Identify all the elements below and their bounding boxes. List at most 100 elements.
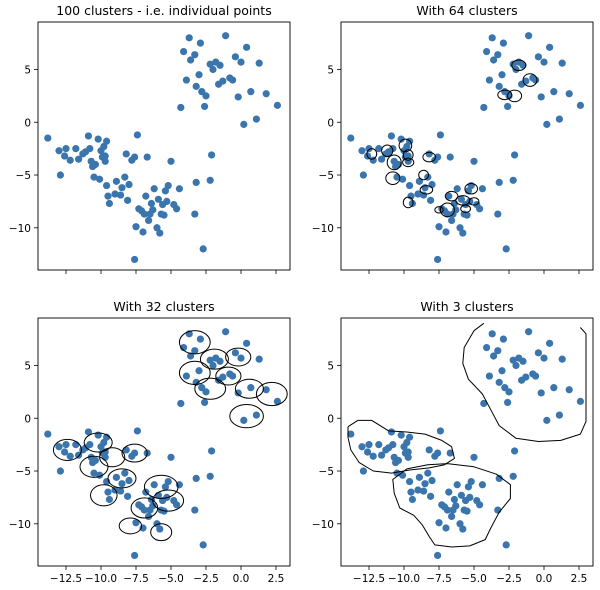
points-layer	[44, 328, 281, 560]
data-point	[446, 449, 454, 457]
data-point	[84, 428, 92, 436]
y-tick-label: −10	[312, 519, 334, 531]
cluster-ellipse	[455, 195, 471, 206]
data-point	[534, 53, 543, 61]
cluster-ellipse	[118, 517, 143, 535]
cluster-ellipse	[402, 196, 414, 209]
overlay-layer	[52, 330, 288, 542]
data-point	[404, 453, 412, 461]
axis-ticks: −10 −5 0 5	[9, 64, 277, 274]
data-point	[56, 171, 64, 179]
data-point	[504, 102, 512, 111]
data-point	[406, 181, 414, 190]
data-point	[394, 456, 402, 465]
data-point	[425, 150, 433, 158]
data-point	[558, 59, 566, 67]
data-point	[522, 373, 530, 381]
data-point	[191, 347, 199, 355]
data-point	[75, 155, 83, 163]
data-point	[231, 53, 239, 61]
data-point	[173, 205, 181, 213]
x-tick-label: −5.0	[158, 573, 184, 585]
data-point	[117, 487, 125, 495]
data-point	[365, 441, 373, 449]
data-point	[502, 245, 510, 253]
data-point	[427, 196, 435, 204]
y-tick-label: −5	[16, 466, 31, 478]
data-point	[84, 132, 92, 140]
data-point	[494, 210, 502, 218]
y-tick-label: 0	[327, 413, 334, 425]
data-point	[414, 486, 422, 494]
subplot-title: With 32 clusters	[113, 299, 214, 314]
data-point	[243, 43, 251, 51]
data-point	[359, 171, 367, 179]
data-point	[436, 427, 444, 435]
cluster-ellipse	[52, 438, 82, 461]
data-point	[358, 147, 366, 155]
x-tick-label: 2.5	[571, 573, 588, 585]
data-point	[118, 480, 126, 488]
data-point	[510, 151, 519, 159]
data-point	[173, 501, 181, 509]
data-point	[96, 175, 104, 183]
data-point	[415, 177, 423, 185]
cluster-ellipse	[381, 144, 394, 158]
data-point	[133, 427, 141, 435]
data-point	[112, 177, 120, 185]
data-point	[436, 131, 444, 139]
data-point	[495, 178, 503, 187]
data-point	[234, 389, 242, 397]
data-point	[478, 185, 486, 193]
data-point	[208, 447, 216, 455]
cluster-ellipse	[522, 73, 538, 87]
data-point	[509, 176, 517, 184]
data-point	[206, 176, 214, 184]
data-point	[202, 388, 210, 396]
data-point	[206, 356, 214, 364]
data-point	[182, 76, 190, 84]
data-point	[100, 438, 108, 447]
data-point	[495, 82, 503, 90]
data-point	[375, 441, 383, 449]
data-point	[149, 206, 157, 214]
subplot-title: 100 clusters - i.e. individual points	[56, 3, 271, 18]
y-tick-label: −5	[319, 170, 334, 182]
data-point	[512, 361, 520, 370]
data-point	[525, 328, 533, 336]
data-point	[153, 224, 161, 232]
data-point	[105, 495, 113, 504]
data-point	[105, 199, 113, 208]
data-point	[456, 520, 464, 528]
data-point	[457, 195, 465, 203]
data-point	[463, 211, 471, 219]
data-point	[358, 443, 366, 451]
cluster-ellipse	[464, 182, 479, 195]
data-point	[101, 152, 109, 160]
cluster-ellipse	[255, 381, 288, 407]
data-point	[537, 93, 545, 101]
data-point	[86, 145, 94, 153]
data-point	[445, 488, 453, 496]
data-point	[408, 495, 416, 504]
data-point	[470, 157, 478, 165]
data-point	[131, 551, 139, 560]
data-point	[387, 132, 395, 140]
axis-ticks: −12.5 −10.0 −7.5 −5.0 −2.5 0.0 2.5 −10 −5 0 5	[312, 360, 588, 585]
data-point	[100, 142, 108, 151]
data-point	[408, 199, 416, 208]
plot-frame	[37, 317, 291, 567]
data-point	[229, 372, 237, 380]
data-point	[199, 541, 207, 549]
data-point	[143, 153, 151, 161]
data-point	[191, 210, 199, 218]
data-point	[543, 120, 551, 128]
data-point	[467, 477, 475, 486]
data-point	[164, 181, 172, 190]
data-point	[404, 448, 412, 456]
cluster-ellipse	[130, 497, 159, 519]
data-point	[463, 507, 471, 515]
data-point	[156, 525, 164, 533]
data-point	[247, 88, 255, 96]
data-point	[66, 452, 74, 460]
